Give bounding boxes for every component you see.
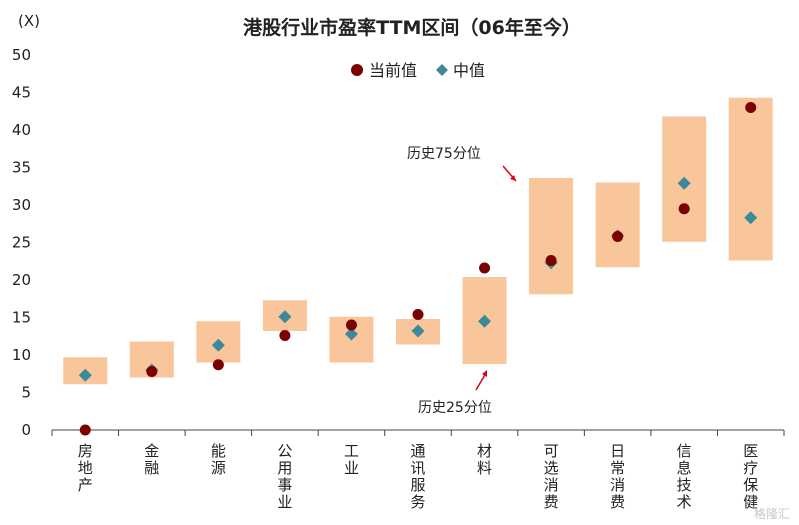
category-label: 可选消费: [544, 442, 559, 511]
current-point: [345, 319, 357, 331]
current-point: [678, 203, 690, 215]
range-boxes: [63, 97, 773, 385]
annotation-p75-label: 历史75分位: [407, 146, 481, 162]
y-tick-label: 50: [12, 46, 31, 64]
category-label: 日常消费: [610, 442, 625, 511]
median-point: [278, 310, 292, 324]
range-box: [529, 178, 574, 295]
category-label: 信息技术: [677, 442, 692, 511]
median-point: [211, 338, 225, 352]
x-axis: 房地产 金融 能源 公用事业 工业 通讯服务 材料 可选消费 日常消费 信息技术 医疗保健: [51, 429, 785, 511]
annotation-p25-arrow: [475, 372, 487, 391]
category-label: 工业: [344, 442, 359, 477]
current-point: [412, 309, 424, 320]
category-label: 房地产: [78, 442, 93, 494]
y-tick-label: 15: [12, 309, 31, 327]
median-point: [744, 211, 758, 225]
current-point: [212, 359, 224, 371]
category-label: 金融: [144, 442, 159, 477]
y-tick-label: 0: [21, 421, 31, 439]
legend-median-label: 中值: [453, 61, 485, 80]
chart-title: 港股行业市盈率TTM区间（06年至今）: [243, 16, 581, 39]
y-tick-label: 5: [21, 384, 31, 402]
median-point: [411, 324, 425, 338]
annotation-p25-label: 历史25分位: [418, 400, 492, 416]
watermark: 格隆汇: [754, 506, 790, 521]
category-label: 通讯服务: [410, 442, 425, 511]
current-point: [612, 231, 624, 242]
current-point: [745, 102, 757, 113]
y-tick-label: 10: [12, 346, 31, 364]
category-label: 公用事业: [277, 442, 292, 511]
range-box: [728, 97, 773, 261]
median-point: [78, 368, 92, 382]
y-axis: 0 5 10 15 20 25 30 35 40 45 50: [12, 46, 31, 439]
data-points: [78, 102, 758, 436]
current-point: [279, 330, 291, 341]
annotation-p25-arrowhead: [482, 370, 487, 377]
median-point: [478, 314, 492, 328]
current-point: [146, 366, 158, 377]
category-label: 医疗保健: [743, 442, 758, 511]
y-tick-label: 35: [12, 159, 31, 177]
y-tick-label: 25: [12, 234, 31, 252]
legend-median-marker: [436, 64, 448, 76]
y-tick-label: 45: [12, 84, 31, 102]
y-axis-unit-label: (X): [18, 12, 40, 30]
legend-current-marker: [351, 64, 363, 76]
current-point: [79, 424, 91, 436]
y-tick-label: 30: [12, 196, 31, 214]
annotations: 历史75分位 历史25分位: [407, 146, 517, 416]
y-tick-label: 40: [12, 121, 31, 139]
category-label: 材料: [477, 442, 492, 477]
median-point: [344, 327, 358, 341]
legend-current-label: 当前值: [369, 61, 417, 80]
range-box: [595, 182, 640, 268]
median-point: [677, 176, 691, 190]
category-label: 能源: [211, 442, 226, 477]
current-point: [545, 255, 557, 266]
legend: 当前值 中值: [351, 61, 485, 80]
y-tick-label: 20: [12, 271, 31, 289]
current-point: [479, 262, 491, 274]
annotation-p75-arrowhead: [510, 175, 516, 181]
